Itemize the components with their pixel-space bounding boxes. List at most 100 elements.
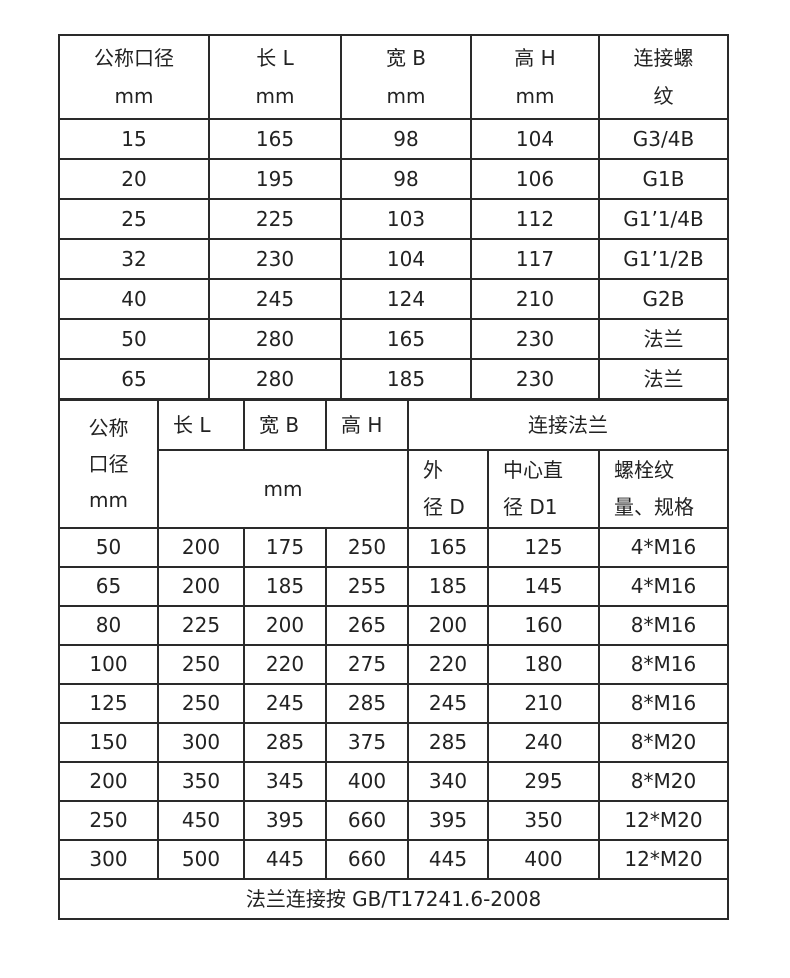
table-cell: 230	[470, 358, 600, 400]
table-cell: 12*M20	[597, 800, 730, 841]
table-row: 300 500 445 660 445 400 12*M20	[58, 839, 730, 880]
table-cell: 165	[340, 318, 472, 360]
table-cell: 117	[470, 238, 600, 280]
table-cell: 12*M20	[597, 839, 730, 880]
table-cell: 280	[208, 318, 342, 360]
table-cell: 98	[340, 118, 472, 160]
table-cell: 200	[157, 566, 245, 607]
table-cell: 375	[325, 722, 409, 763]
table-cell: 210	[487, 683, 600, 724]
table-row: 50 200 175 250 165 125 4*M16	[58, 527, 730, 568]
table-cell: 100	[58, 644, 159, 685]
header-nominal-diameter: 公称口径 mm	[58, 34, 210, 120]
table-cell: 295	[487, 761, 600, 802]
table-row: 40 245 124 210 G2B	[58, 278, 729, 320]
table-cell: 395	[243, 800, 327, 841]
table-cell: 8*M20	[597, 722, 730, 763]
table-cell: 240	[487, 722, 600, 763]
table-cell: 40	[58, 278, 210, 320]
table-cell: 300	[58, 839, 159, 880]
table-cell: 65	[58, 358, 210, 400]
header-unit-mm: mm	[157, 449, 409, 529]
table-cell: 265	[325, 605, 409, 646]
table-cell: 150	[58, 722, 159, 763]
table-cell: 8*M16	[597, 605, 730, 646]
table-cell: 345	[243, 761, 327, 802]
table-cell: 445	[243, 839, 327, 880]
table-cell: 400	[325, 761, 409, 802]
header-row: 公称 口径 mm 长 L 宽 B 高 H 连接法兰	[58, 399, 730, 529]
table-cell: 250	[58, 800, 159, 841]
table-cell: 4*M16	[597, 527, 730, 568]
table-cell: 50	[58, 318, 210, 360]
table-row: 125 250 245 285 245 210 8*M16	[58, 683, 730, 724]
table-cell: 220	[407, 644, 489, 685]
table-cell: 230	[208, 238, 342, 280]
table-cell: 450	[157, 800, 245, 841]
table-cell: 160	[487, 605, 600, 646]
table-cell: 65	[58, 566, 159, 607]
header-bolt-spec: 螺栓纹 量、规格	[597, 449, 730, 529]
header-height: 高 H mm	[470, 34, 600, 120]
table-cell: G3/4B	[598, 118, 729, 160]
table-cell: 98	[340, 158, 472, 200]
table-row: 100 250 220 275 220 180 8*M16	[58, 644, 730, 685]
threaded-dimensions-table: 公称口径 mm 长 L mm 宽 B mm 高 H mm 连接螺 纹 15 165 98 104…	[58, 34, 729, 400]
table-cell: 4*M16	[597, 566, 730, 607]
table-cell: 145	[487, 566, 600, 607]
table-cell: 125	[487, 527, 600, 568]
table-cell: 80	[58, 605, 159, 646]
table-cell: 245	[407, 683, 489, 724]
table-cell: 20	[58, 158, 210, 200]
table-cell: 660	[325, 800, 409, 841]
table-row: 200 350 345 400 340 295 8*M20	[58, 761, 730, 802]
table-cell: 350	[157, 761, 245, 802]
table-cell: 165	[208, 118, 342, 160]
table-row: 50 280 165 230 法兰	[58, 318, 729, 360]
table-cell: 285	[325, 683, 409, 724]
header-row: 公称口径 mm 长 L mm 宽 B mm 高 H mm 连接螺 纹	[58, 34, 729, 120]
table-cell: 法兰	[598, 358, 729, 400]
table-row: 65 200 185 255 185 145 4*M16	[58, 566, 730, 607]
table-cell: 245	[243, 683, 327, 724]
table-cell: 225	[157, 605, 245, 646]
table-row: 80 225 200 265 200 160 8*M16	[58, 605, 730, 646]
table-cell: 104	[470, 118, 600, 160]
table-cell: 185	[340, 358, 472, 400]
table-cell: 280	[208, 358, 342, 400]
table-cell: 法兰	[598, 318, 729, 360]
table-cell: 445	[407, 839, 489, 880]
header-length: 长 L mm	[208, 34, 342, 120]
table-cell: 255	[325, 566, 409, 607]
standard-note: 法兰连接按 GB/T17241.6-2008	[57, 878, 730, 920]
table-row: 250 450 395 660 395 350 12*M20	[58, 800, 730, 841]
table-cell: 660	[325, 839, 409, 880]
header-thread: 连接螺 纹	[598, 34, 729, 120]
table-cell: 106	[470, 158, 600, 200]
header-width: 宽 B mm	[340, 34, 472, 120]
table-cell: 104	[340, 238, 472, 280]
table-cell: 185	[407, 566, 489, 607]
table-cell: 340	[407, 761, 489, 802]
table-cell: 200	[157, 527, 245, 568]
table-row: 150 300 285 375 285 240 8*M20	[58, 722, 730, 763]
table-cell: 230	[470, 318, 600, 360]
table-cell: 180	[487, 644, 600, 685]
table-cell: 245	[208, 278, 342, 320]
table-cell: 250	[157, 683, 245, 724]
table-cell: G1’1/2B	[598, 238, 729, 280]
table-cell: 103	[340, 198, 472, 240]
table-cell: 285	[243, 722, 327, 763]
table-cell: 8*M20	[597, 761, 730, 802]
table-row: 20 195 98 106 G1B	[58, 158, 729, 200]
table-cell: 285	[407, 722, 489, 763]
table-cell: 15	[58, 118, 210, 160]
table-cell: 112	[470, 198, 600, 240]
header-flange-connection: 连接法兰	[406, 399, 730, 451]
table-cell: 8*M16	[597, 644, 730, 685]
table-cell: 225	[208, 198, 342, 240]
table-cell: 210	[470, 278, 600, 320]
table-cell: 165	[407, 527, 489, 568]
table-cell: 175	[243, 527, 327, 568]
table-cell: 250	[157, 644, 245, 685]
